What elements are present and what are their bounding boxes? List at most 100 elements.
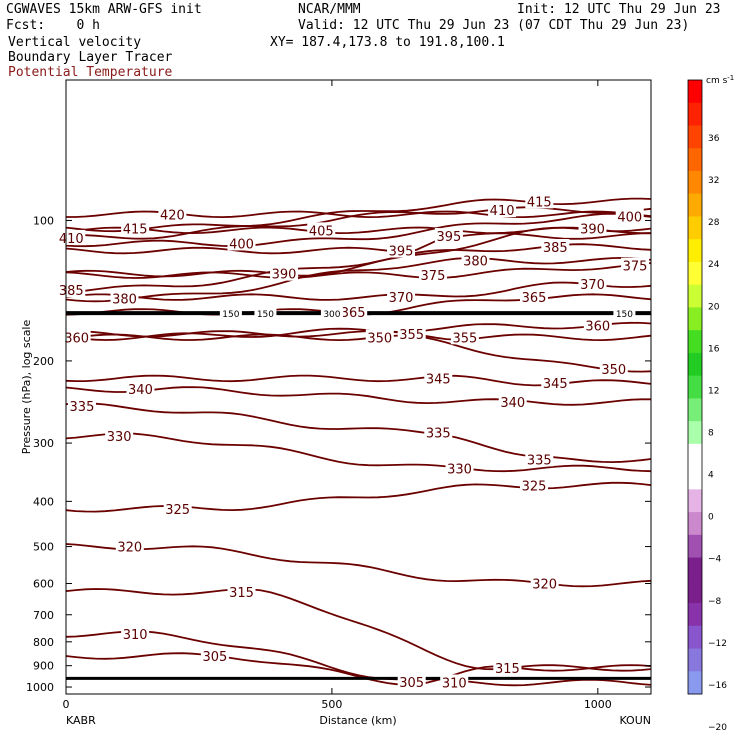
colorbar-swatch: [688, 261, 702, 286]
theta-label-360: 360: [585, 320, 610, 335]
tracer-label-mask: [613, 307, 636, 319]
theta-label-mask: [541, 239, 570, 255]
y-tick-label: 1000: [26, 681, 54, 694]
theta-label-mask: [110, 290, 139, 306]
colorbar-swatch: [688, 125, 702, 149]
colorbar-swatch: [688, 193, 702, 217]
theta-label-mask: [126, 381, 155, 397]
colorbar-unit: cm s-1: [706, 74, 734, 86]
theta-label-370: 370: [580, 278, 605, 293]
left-endpoint-label: KABR: [66, 714, 96, 727]
theta-label-395: 395: [389, 245, 414, 260]
colorbar-label: 36: [708, 134, 720, 144]
theta-label-325: 325: [165, 503, 190, 518]
x-tick-label: 500: [321, 698, 342, 711]
theta-label-335: 335: [527, 453, 552, 468]
theta-label-310: 310: [442, 677, 467, 692]
theta-label-mask: [67, 398, 96, 414]
theta-label-375: 375: [623, 260, 648, 275]
model-title: CGWAVES 15km ARW-GFS init: [6, 2, 202, 17]
theta-label-mask: [227, 583, 256, 599]
theta-label-350: 350: [601, 363, 626, 378]
institution: NCAR/MMM: [298, 2, 361, 17]
theta-contour-380: [65, 256, 652, 303]
theta-label-340: 340: [500, 396, 525, 411]
colorbar-label: −8: [708, 597, 722, 607]
y-tick-label: 300: [33, 437, 54, 450]
theta-contour-410: [65, 206, 652, 240]
theta-label-mask: [57, 282, 86, 298]
colorbar-swatch: [688, 557, 702, 581]
colorbar-label: 32: [708, 176, 719, 186]
theta-label-415: 415: [123, 222, 148, 237]
field-potential-temperature: Potential Temperature: [8, 65, 173, 80]
theta-label-mask: [387, 289, 416, 305]
theta-label-mask: [307, 222, 336, 238]
tracer-label-mask: [254, 307, 277, 319]
theta-label-340: 340: [128, 383, 153, 398]
theta-label-335: 335: [426, 427, 451, 442]
y-tick-label: 900: [33, 660, 54, 673]
theta-contour-320: [65, 543, 652, 588]
theta-label-390: 390: [580, 222, 605, 237]
theta-contour-405: [65, 226, 652, 235]
theta-label-390: 390: [272, 268, 297, 283]
theta-label-mask: [163, 500, 192, 516]
y-tick-label: 600: [33, 578, 54, 591]
field-vertical-velocity: Vertical velocity: [8, 35, 142, 50]
theta-label-mask: [397, 325, 426, 341]
theta-label-mask: [525, 451, 554, 467]
colorbar-label: 20: [708, 302, 720, 312]
colorbar-swatch: [688, 671, 702, 695]
theta-contour-395: [65, 232, 652, 255]
tracer-label-150: 150: [257, 310, 274, 320]
theta-label-mask: [440, 674, 469, 690]
theta-label-360: 360: [64, 331, 89, 346]
theta-label-330: 330: [107, 430, 132, 445]
theta-contour-315: [65, 588, 652, 672]
valid-time: Valid: 12 UTC Thu 29 Jun 23 (07 CDT Thu …: [298, 18, 690, 33]
theta-label-mask: [397, 673, 426, 689]
theta-label-mask: [434, 228, 463, 244]
y-tick-label: 700: [33, 609, 54, 622]
colorbar-label: 24: [708, 260, 720, 270]
theta-contour-350: [65, 333, 652, 373]
colorbar-swatch: [688, 443, 702, 468]
colorbar-swatch: [688, 648, 702, 672]
theta-label-mask: [578, 220, 607, 236]
theta-label-mask: [615, 208, 644, 224]
colorbar-label: −16: [708, 681, 727, 691]
theta-label-370: 370: [389, 291, 414, 306]
theta-label-mask: [62, 329, 91, 345]
theta-contour-415: [65, 197, 652, 233]
tracer-label-mask: [320, 307, 343, 319]
theta-label-mask: [488, 202, 517, 218]
theta-contour-310: [65, 630, 652, 687]
theta-label-305: 305: [399, 676, 424, 691]
x-tick-label: 1000: [584, 698, 612, 711]
theta-label-410: 410: [59, 232, 84, 247]
theta-label-375: 375: [421, 269, 446, 284]
theta-contour-340: [65, 386, 651, 406]
theta-label-mask: [583, 317, 612, 333]
colorbar-swatch: [688, 102, 702, 126]
theta-label-345: 345: [426, 372, 451, 387]
tracer-label-150: 150: [222, 310, 239, 320]
theta-contour-305: [65, 652, 652, 686]
colorbar-frame: [687, 79, 703, 695]
colorbar-swatch: [688, 375, 702, 399]
theta-contour-355: [65, 330, 652, 342]
theta-contour-360: [65, 321, 652, 341]
theta-label-mask: [105, 428, 134, 444]
theta-label-365: 365: [522, 291, 547, 306]
theta-label-325: 325: [522, 480, 547, 495]
init-time: Init: 12 UTC Thu 29 Jun 23: [517, 2, 721, 17]
colorbar-swatch: [688, 466, 702, 490]
theta-label-405: 405: [309, 224, 334, 239]
theta-label-400: 400: [229, 237, 254, 252]
y-tick-label: 400: [33, 495, 54, 508]
field-boundary-layer-tracer: Boundary Layer Tracer: [8, 50, 173, 65]
theta-label-mask: [530, 575, 559, 591]
colorbar-swatch: [688, 216, 702, 240]
